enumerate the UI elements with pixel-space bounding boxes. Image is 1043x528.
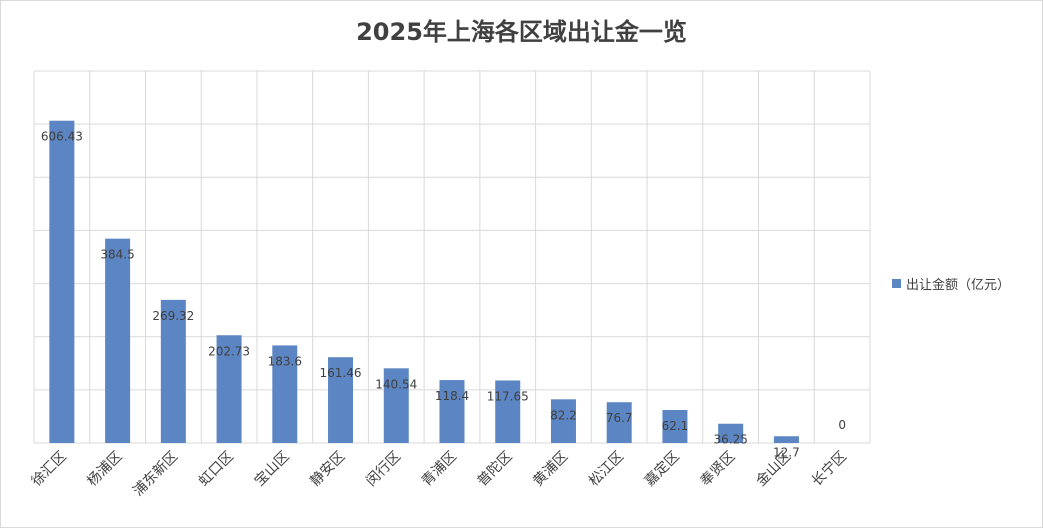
category-label: 奉贤区	[697, 449, 738, 490]
bar	[550, 399, 576, 443]
bar	[105, 238, 131, 443]
category-label: 黄浦区	[530, 448, 572, 490]
data-label: 606.43	[41, 130, 83, 144]
category-label: 宝山区	[252, 449, 293, 490]
bar	[216, 335, 242, 443]
bar	[773, 436, 799, 443]
category-label: 静安区	[307, 449, 348, 490]
category-label: 虹口区	[196, 449, 237, 490]
data-label: 202.73	[208, 344, 250, 358]
data-label: 82.2	[550, 408, 577, 422]
chart-title: 2025年上海各区域出让金一览	[356, 18, 687, 46]
data-label: 36.25	[713, 433, 747, 447]
bar	[662, 409, 688, 443]
data-label: 269.32	[152, 309, 194, 323]
category-label: 嘉定区	[642, 449, 683, 490]
bar	[272, 345, 298, 443]
legend-swatch	[892, 278, 901, 288]
bar	[439, 380, 465, 443]
data-label: 117.65	[487, 389, 529, 403]
category-label: 普陀区	[475, 449, 516, 490]
legend: 出让金额（亿元）	[892, 274, 1011, 293]
data-label: 118.4	[435, 389, 469, 403]
data-label: 161.46	[320, 366, 362, 380]
data-label: 384.5	[100, 248, 134, 262]
data-label: 140.54	[375, 377, 417, 391]
category-label: 松江区	[586, 449, 627, 490]
bar	[606, 402, 632, 443]
bar	[495, 380, 521, 443]
category-label: 浦东新区	[130, 449, 181, 500]
bar	[328, 357, 354, 443]
data-label: 0	[838, 418, 846, 432]
bar	[718, 423, 744, 443]
category-label: 闵行区	[363, 449, 404, 490]
category-label: 青浦区	[419, 449, 460, 490]
data-label: 12.7	[773, 445, 800, 459]
bar	[383, 368, 409, 443]
bar	[49, 120, 75, 443]
data-label: 76.7	[606, 411, 633, 425]
category-label: 长宁区	[808, 448, 850, 490]
data-label: 62.1	[662, 419, 689, 433]
bar	[160, 299, 186, 443]
category-label: 徐汇区	[29, 449, 70, 490]
data-label: 183.6	[268, 354, 302, 368]
category-label: 杨浦区	[84, 449, 125, 490]
legend-label: 出让金额（亿元）	[906, 277, 1011, 293]
